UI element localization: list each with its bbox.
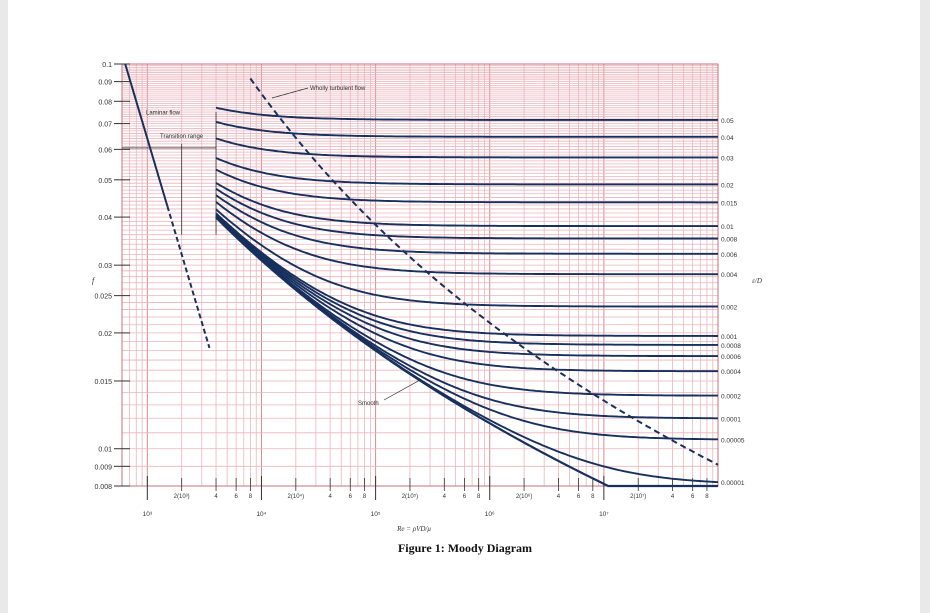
laminar-flow-label: Laminar flow xyxy=(146,110,181,116)
label-layer: 0.05 0.04 0.03 0.02 0.015 0.01 0.008 0.006 0.004… xyxy=(122,86,745,487)
x-minor-tick-label: 8 xyxy=(705,494,709,500)
smooth-leader-line xyxy=(383,379,421,401)
roughness-curve xyxy=(215,216,718,441)
roughness-label: 0.0004 xyxy=(721,369,741,376)
x-minor-tick-label: 8 xyxy=(591,494,595,500)
roughness-curve xyxy=(215,106,718,121)
y-tick-label: 0.015 xyxy=(94,379,112,386)
x-minor-tick-label: 2(10⁵) xyxy=(402,493,419,500)
x-minor-tick-label: 2(10⁷) xyxy=(630,493,646,500)
x-minor-tick-label: 2(10³) xyxy=(174,494,190,500)
laminar-flow-line xyxy=(124,63,169,207)
roughness-label: 0.00005 xyxy=(721,437,745,444)
roughness-label: 0.00001 xyxy=(721,480,745,487)
roughness-label: 0.0001 xyxy=(721,416,741,423)
x-minor-tick-label: 6 xyxy=(234,494,238,500)
y-tick-label: 0.01 xyxy=(98,447,112,454)
y-tick-label: 0.08 xyxy=(98,99,112,106)
roughness-label: 0.02 xyxy=(721,182,734,189)
roughness-curve xyxy=(215,208,718,308)
roughness-curve xyxy=(215,168,718,204)
roughness-label: 0.008 xyxy=(721,236,738,243)
roughness-curve xyxy=(215,213,718,346)
figure-caption: Figure 1: Moody Diagram xyxy=(397,541,533,555)
curve-layer xyxy=(124,63,719,488)
x-minor-tick-label: 6 xyxy=(463,494,467,500)
laminar-extension-dashed xyxy=(166,205,211,349)
roughness-curve xyxy=(215,137,718,159)
roughness-curve xyxy=(215,201,718,276)
x-major-tick-label: 10⁴ xyxy=(256,511,266,518)
y-tick-label: 0.06 xyxy=(98,147,112,154)
roughness-curve xyxy=(215,157,718,186)
roughness-curve xyxy=(215,215,718,397)
y-tick-label: 0.07 xyxy=(98,122,112,129)
y-axis-label: f xyxy=(92,276,96,285)
viewer-right-margin xyxy=(920,0,930,613)
roughness-label: 0.001 xyxy=(721,334,738,341)
x-minor-tick-label: 6 xyxy=(577,494,581,500)
y-tick-label: 0.03 xyxy=(98,263,112,270)
roughness-label: 0.0002 xyxy=(721,394,741,401)
roughness-curve xyxy=(215,187,718,240)
roughness-label: 0.0008 xyxy=(721,343,741,350)
smooth-label: Smooth xyxy=(358,401,379,407)
y-tick-label: 0.04 xyxy=(98,215,112,222)
roughness-curve xyxy=(215,182,718,228)
x-minor-tick-label: 6 xyxy=(349,494,353,500)
x-major-tick-label: 10⁵ xyxy=(371,511,381,518)
roughness-label: 0.002 xyxy=(721,305,738,312)
roughness-curve xyxy=(215,214,718,358)
transition-range-label: Transition range xyxy=(160,134,204,140)
x-axis-label: Re = ρVD/μ xyxy=(396,525,431,533)
roughness-curve xyxy=(215,212,718,337)
x-major-tick-label: 10⁷ xyxy=(599,511,609,518)
x-minor-tick-label: 4 xyxy=(557,494,561,500)
roughness-curve xyxy=(215,120,718,138)
roughness-label: 0.006 xyxy=(721,252,738,259)
x-major-tick-label: 10⁶ xyxy=(485,511,495,518)
x-minor-tick-label: 2(10⁴) xyxy=(288,493,305,500)
roughness-label: 0.015 xyxy=(721,200,738,207)
wholly-turbulent-boundary xyxy=(249,77,719,466)
y-tick-label: 0.05 xyxy=(98,178,112,185)
x-minor-tick-label: 4 xyxy=(329,494,333,500)
roughness-label: 0.03 xyxy=(721,155,734,162)
viewer-left-margin xyxy=(0,0,8,613)
roughness-label: 0.01 xyxy=(721,224,734,231)
y-tick-label: 0.02 xyxy=(98,331,112,338)
roughness-curve xyxy=(215,215,718,373)
roughness-label: 0.05 xyxy=(721,118,734,125)
roughness-label: 0.004 xyxy=(721,272,738,279)
roughness-curve xyxy=(215,194,718,255)
roughness-label: 0.04 xyxy=(721,135,734,142)
y-tick-label: 0.09 xyxy=(98,80,112,87)
y-tick-label: 0.008 xyxy=(94,484,112,491)
y-tick-label: 0.009 xyxy=(94,464,112,471)
x-minor-tick-label: 8 xyxy=(477,494,481,500)
x-minor-tick-label: 4 xyxy=(443,494,447,500)
wholly-turbulent-label: Wholly turbulent flow xyxy=(310,86,366,92)
axis-layer: 0.1 0.09 0.08 0.07 0.06 0.05 0.04 0.03 0.025 0.02… xyxy=(92,62,762,533)
roughness-curve xyxy=(215,216,718,488)
x-minor-tick-label: 2(10⁶) xyxy=(516,493,532,500)
right-axis-label: ε/D xyxy=(752,277,762,285)
x-minor-tick-label: 6 xyxy=(691,494,695,500)
x-minor-tick-label: 4 xyxy=(671,494,675,500)
y-tick-label: 0.025 xyxy=(94,294,112,301)
roughness-label: 0.0006 xyxy=(721,354,741,361)
y-tick-label: 0.1 xyxy=(102,62,112,69)
x-minor-tick-label: 4 xyxy=(214,494,218,500)
turbulent-leader-line xyxy=(271,87,309,99)
x-minor-tick-label: 8 xyxy=(363,494,367,500)
x-minor-tick-label: 8 xyxy=(249,494,253,500)
x-major-tick-label: 10³ xyxy=(143,511,153,518)
